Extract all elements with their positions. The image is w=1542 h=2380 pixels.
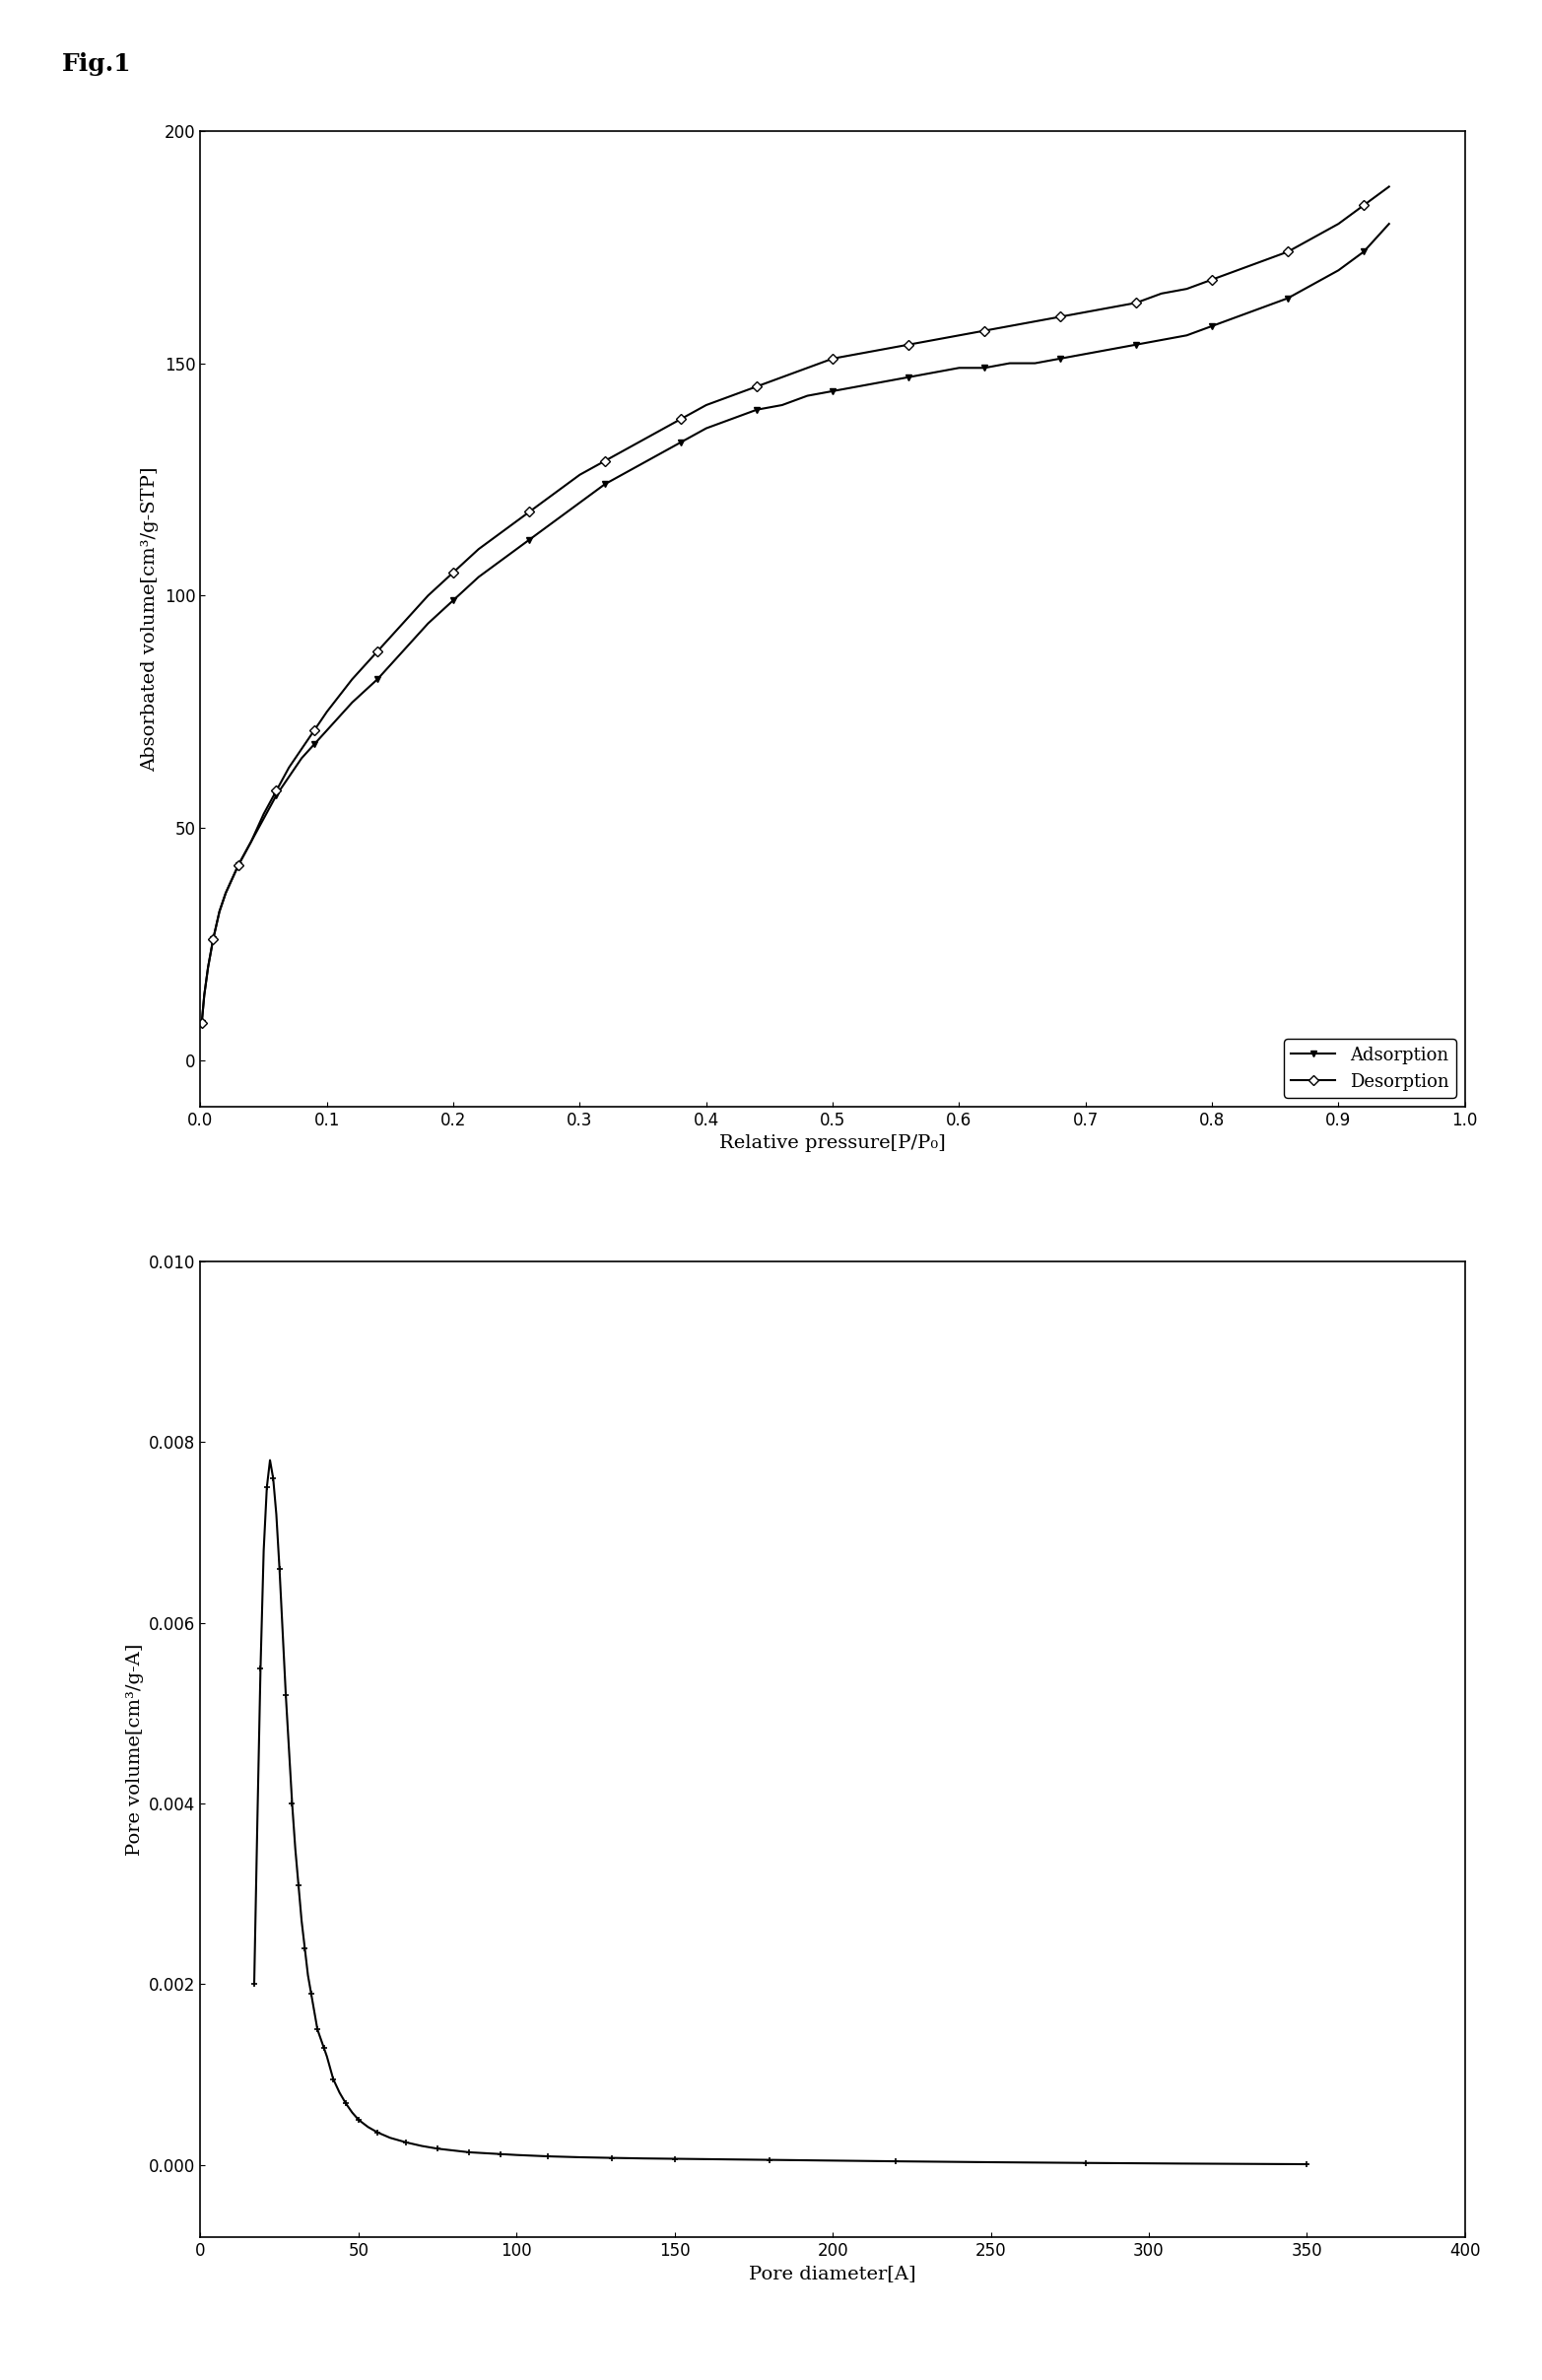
Adsorption	[899, 362, 917, 390]
X-axis label: Relative pressure[P/P₀]: Relative pressure[P/P₀]	[720, 1135, 945, 1152]
Line: Desorption: Desorption	[199, 183, 1392, 1026]
Desorption	[773, 362, 791, 390]
Y-axis label: Pore volume[cm³/g-A]: Pore volume[cm³/g-A]	[126, 1642, 143, 1856]
X-axis label: Pore diameter[A]: Pore diameter[A]	[749, 2266, 916, 2282]
Text: Fig.1: Fig.1	[62, 52, 131, 76]
Adsorption	[495, 545, 513, 574]
Desorption	[194, 981, 213, 1009]
Adsorption	[193, 1009, 211, 1038]
Desorption	[193, 1009, 211, 1038]
Desorption	[848, 340, 867, 369]
Adsorption	[1052, 345, 1070, 374]
Adsorption	[194, 981, 213, 1009]
Desorption	[495, 516, 513, 545]
Desorption	[899, 331, 917, 359]
Desorption	[1052, 302, 1070, 331]
Line: Adsorption: Adsorption	[199, 221, 1392, 1026]
Adsorption	[1380, 209, 1399, 238]
Adsorption	[848, 371, 867, 400]
Legend: Adsorption, Desorption: Adsorption, Desorption	[1284, 1040, 1456, 1097]
Adsorption	[773, 390, 791, 419]
Y-axis label: Absorbated volume[cm³/g-STP]: Absorbated volume[cm³/g-STP]	[142, 466, 159, 771]
Desorption	[1380, 171, 1399, 200]
